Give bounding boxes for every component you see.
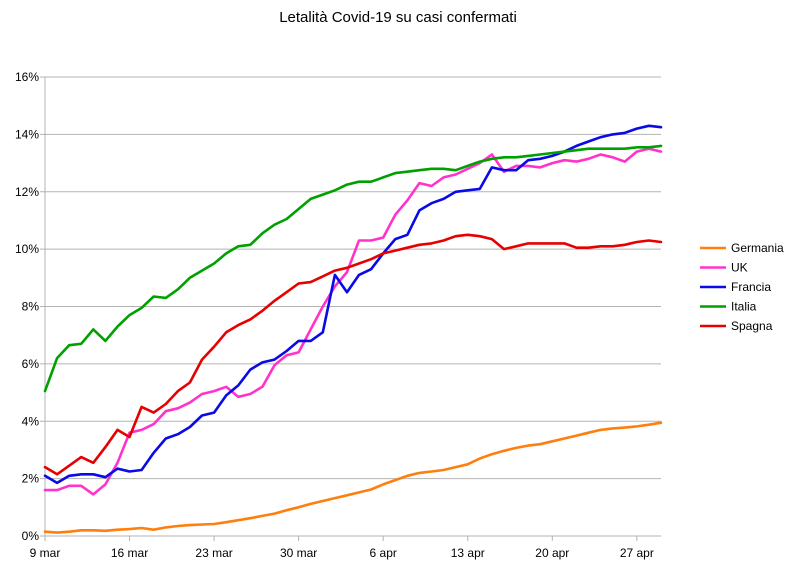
x-tick-label: 23 mar — [195, 546, 232, 560]
y-tick-label: 8% — [22, 300, 40, 314]
y-tick-label: 12% — [15, 185, 39, 199]
legend-label-uk: UK — [731, 261, 748, 275]
legend-label-francia: Francia — [731, 280, 771, 294]
x-tick-label: 9 mar — [30, 546, 61, 560]
y-tick-label: 6% — [22, 357, 40, 371]
legend-label-italia: Italia — [731, 300, 757, 314]
grid-lines — [45, 76, 661, 537]
y-tick-label: 0% — [22, 529, 40, 543]
y-tick-label: 4% — [22, 414, 40, 428]
y-tick-label: 2% — [22, 472, 40, 486]
x-tick-label: 6 apr — [370, 546, 397, 560]
x-tick-label: 27 apr — [620, 546, 654, 560]
x-tick-label: 30 mar — [280, 546, 317, 560]
series-lines — [43, 124, 663, 534]
legend: Germania UK Francia Italia Spagna — [700, 241, 784, 333]
x-tick-label: 16 mar — [111, 546, 148, 560]
axes — [40, 76, 661, 541]
y-tick-label: 16% — [15, 70, 39, 84]
y-tick-label: 14% — [15, 127, 39, 141]
legend-label-spagna: Spagna — [731, 319, 773, 333]
series-line-germania — [43, 421, 663, 534]
y-tick-labels: 0% 2% 4% 6% 8% 10% 12% 14% 16% — [15, 70, 39, 543]
x-tick-label: 13 apr — [451, 546, 485, 560]
series-line-uk — [43, 147, 663, 496]
series-line-italia — [43, 144, 663, 393]
y-tick-label: 10% — [15, 242, 39, 256]
series-line-francia — [43, 124, 663, 485]
x-tick-labels: 9 mar 16 mar 23 mar 30 mar 6 apr 13 apr 20 apr… — [30, 546, 654, 560]
chart-title: Letalità Covid-19 su casi confermati — [279, 9, 517, 26]
series-line-spagna — [43, 233, 663, 476]
x-tick-label: 20 apr — [535, 546, 569, 560]
legend-label-germania: Germania — [731, 241, 784, 255]
